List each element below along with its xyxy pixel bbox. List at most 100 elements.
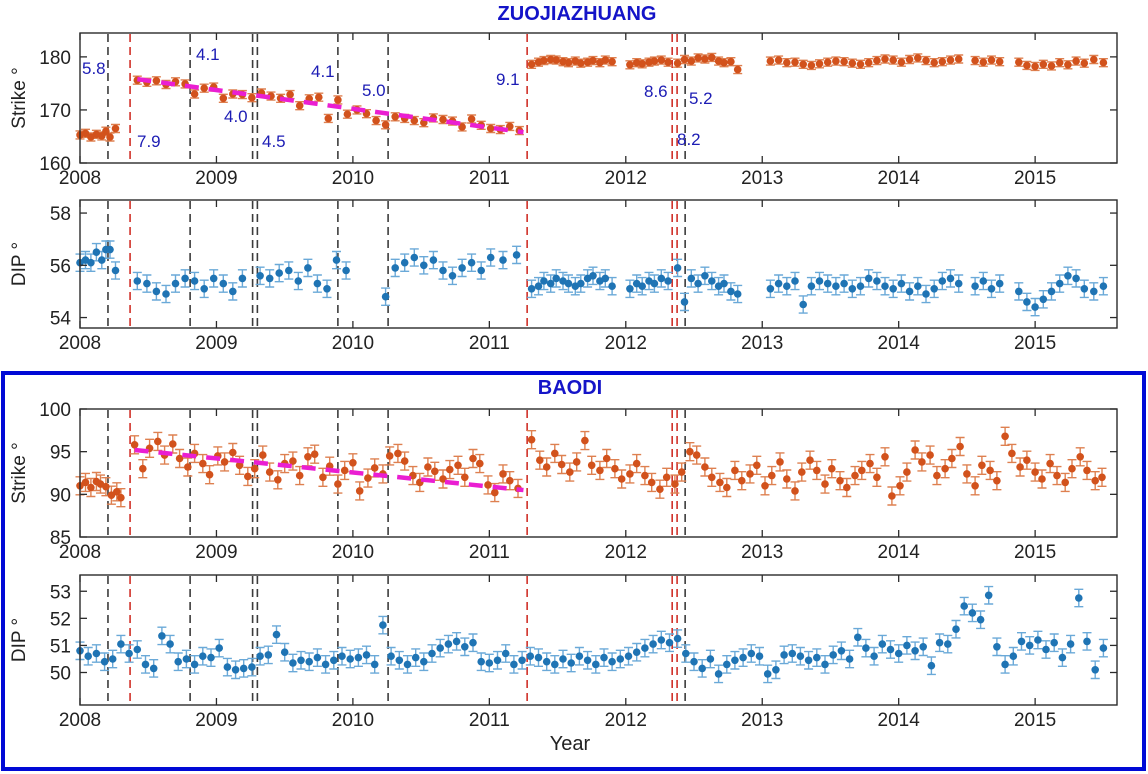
y-tick-label: 52 — [50, 609, 71, 630]
data-point — [671, 480, 679, 488]
data-point — [889, 56, 897, 64]
data-point — [285, 266, 293, 275]
y-tick-label: 85 — [50, 528, 71, 549]
data-point — [632, 459, 641, 468]
y-axis-label-strike-baodi: Strike ° — [9, 442, 30, 504]
data-point — [727, 287, 735, 296]
data-point — [256, 272, 264, 280]
data-point — [400, 457, 409, 465]
data-point — [755, 652, 764, 660]
x-tick-label: 2011 — [469, 333, 510, 354]
data-point — [856, 282, 865, 291]
data-point — [190, 277, 199, 285]
data-point — [429, 256, 438, 264]
data-point — [1042, 645, 1050, 654]
data-point — [1001, 432, 1009, 441]
data-point — [791, 277, 799, 285]
data-point — [454, 461, 462, 470]
data-point — [845, 655, 854, 663]
data-point — [956, 442, 964, 451]
data-point — [647, 478, 656, 487]
data-point — [107, 491, 116, 500]
event-magnitude-label: 8.6 — [644, 82, 668, 101]
data-point — [439, 115, 447, 124]
data-point — [862, 644, 870, 652]
data-point — [1066, 640, 1075, 648]
data-point — [381, 292, 390, 301]
data-point — [510, 660, 518, 669]
y-tick-label: 180 — [39, 48, 71, 69]
data-point — [220, 458, 229, 466]
data-point — [680, 298, 689, 306]
data-point — [836, 476, 844, 485]
data-point — [200, 84, 208, 92]
data-point — [823, 279, 832, 288]
data-point — [611, 464, 619, 473]
data-point — [410, 253, 419, 262]
data-point — [81, 129, 90, 138]
data-point — [919, 643, 927, 651]
data-point — [886, 645, 895, 654]
data-point — [239, 664, 248, 673]
data-point — [572, 458, 581, 466]
data-point — [420, 261, 428, 270]
data-point — [971, 282, 979, 291]
x-tick-label: 2010 — [332, 710, 374, 731]
data-point — [340, 466, 349, 475]
x-tick-label: 2013 — [741, 710, 783, 731]
data-point — [896, 482, 904, 490]
data-point — [1068, 464, 1076, 473]
x-tick-label: 2014 — [878, 333, 921, 354]
data-point — [1080, 59, 1089, 67]
data-point — [1039, 60, 1048, 69]
data-point — [650, 57, 659, 65]
data-point — [922, 290, 930, 298]
station-title-baodi: BAODI — [537, 377, 603, 399]
data-point — [881, 282, 889, 291]
data-point — [1076, 453, 1084, 461]
data-point — [527, 435, 536, 444]
data-point — [984, 591, 993, 600]
data-point — [1050, 638, 1058, 647]
data-point — [581, 436, 589, 445]
data-point — [1090, 55, 1098, 64]
data-point — [289, 457, 297, 465]
data-point — [139, 464, 147, 473]
data-point — [125, 649, 133, 658]
data-point — [783, 58, 791, 67]
event-magnitude-label: 7.9 — [137, 132, 161, 151]
y-axis-label-dip-baodi: DIP ° — [9, 617, 30, 663]
data-point — [897, 58, 906, 66]
x-tick-label: 2015 — [1014, 710, 1056, 731]
data-point — [664, 277, 672, 285]
data-point — [780, 651, 788, 659]
data-point — [701, 272, 709, 280]
y-tick-label: 51 — [50, 636, 71, 657]
data-point — [583, 656, 592, 665]
data-point — [1099, 58, 1108, 67]
data-point — [799, 300, 807, 309]
data-point — [403, 660, 412, 669]
data-point — [968, 609, 977, 617]
data-point — [334, 96, 342, 104]
data-point — [1015, 287, 1023, 296]
data-point — [706, 655, 715, 663]
x-tick-label: 2008 — [59, 168, 101, 189]
data-point — [1031, 468, 1039, 476]
data-point — [346, 655, 355, 663]
data-point — [677, 468, 686, 476]
data-point — [87, 483, 95, 492]
data-point — [922, 56, 930, 65]
data-point — [477, 266, 486, 275]
data-point — [687, 274, 696, 283]
data-point — [626, 61, 634, 69]
data-point — [848, 285, 857, 293]
data-point — [111, 266, 120, 275]
data-point — [873, 473, 881, 482]
data-point — [739, 653, 747, 662]
data-point — [391, 264, 400, 272]
data-point — [930, 58, 938, 67]
data-point — [987, 285, 996, 293]
data-point — [761, 482, 769, 490]
data-point — [102, 482, 110, 491]
